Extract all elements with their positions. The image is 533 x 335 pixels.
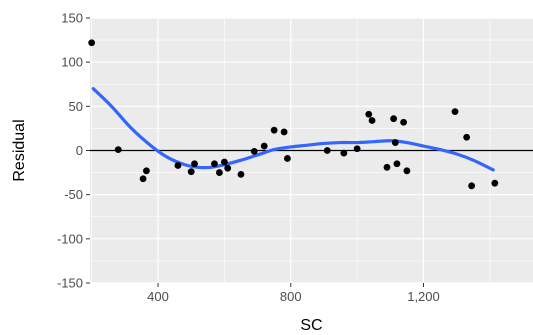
data-point [403, 167, 411, 175]
data-point [391, 139, 399, 146]
y-tick-label: 0 [76, 143, 83, 158]
data-point [280, 128, 288, 136]
y-tick-label: -150 [57, 276, 83, 291]
data-point [260, 142, 268, 150]
x-tick-label: 400 [147, 289, 169, 304]
x-tick-label: 1,200 [407, 289, 440, 304]
data-point [323, 147, 331, 154]
data-point [365, 110, 373, 118]
data-point [216, 169, 223, 176]
data-point [224, 164, 232, 172]
y-tick-label: 50 [69, 99, 83, 114]
y-tick-label: -50 [64, 187, 83, 202]
data-points [88, 39, 499, 190]
data-point [143, 167, 150, 175]
data-point [491, 179, 499, 187]
data-point [237, 170, 245, 178]
data-point [463, 133, 471, 141]
x-tick-label: 800 [280, 289, 302, 304]
data-point [88, 39, 96, 47]
data-point [220, 158, 228, 166]
data-point [383, 163, 391, 171]
data-point [187, 168, 195, 176]
y-axis-title: Residual [11, 119, 28, 181]
data-point [393, 160, 401, 168]
data-point [400, 118, 407, 126]
y-tick-label: 100 [61, 55, 83, 70]
data-point [174, 162, 182, 169]
data-point [468, 182, 476, 190]
data-point [114, 146, 122, 154]
data-point [250, 147, 258, 155]
x-axis-title: SC [300, 317, 322, 334]
data-point [340, 149, 348, 157]
y-tick-label: -100 [57, 231, 83, 246]
data-point [270, 126, 278, 134]
data-point [390, 115, 398, 123]
y-axis-ticks: -150 -100 -50 0 50 100 150 [57, 11, 90, 291]
data-point [451, 108, 459, 116]
smooth-fit-line [91, 87, 495, 172]
data-point [211, 160, 218, 168]
data-point [139, 175, 147, 183]
data-point [353, 145, 361, 153]
data-point [368, 117, 376, 124]
x-axis-ticks: 400 800 1,200 [147, 283, 440, 304]
data-point [284, 155, 291, 162]
data-point [191, 160, 198, 168]
y-tick-label: 150 [61, 11, 83, 26]
